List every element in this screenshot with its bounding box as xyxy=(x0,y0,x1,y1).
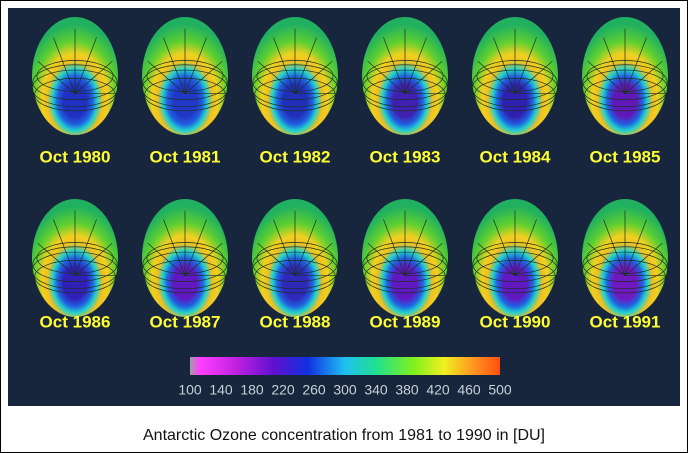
colorbar-tick-label: 500 xyxy=(488,382,512,398)
panel-label: Oct 1988 xyxy=(260,312,331,331)
caption: Antarctic Ozone concentration from 1981 … xyxy=(143,427,545,444)
globe xyxy=(582,199,668,317)
colorbar-tick-label: 460 xyxy=(457,382,481,398)
colorbar xyxy=(190,357,500,375)
panel-label: Oct 1981 xyxy=(150,147,221,166)
panel-label: Oct 1990 xyxy=(480,312,551,331)
colorbar-tick-label: 380 xyxy=(395,382,419,398)
colorbar-tick-label: 140 xyxy=(209,382,233,398)
panel-label: Oct 1985 xyxy=(590,147,661,166)
colorbar-tick-label: 220 xyxy=(271,382,295,398)
globe xyxy=(362,199,448,317)
globe xyxy=(472,17,558,135)
globe xyxy=(252,199,338,317)
panel-label: Oct 1984 xyxy=(480,147,551,166)
panel-label: Oct 1987 xyxy=(150,312,221,331)
colorbar-tick-label: 300 xyxy=(333,382,357,398)
globe xyxy=(582,17,668,135)
colorbar-tick-label: 180 xyxy=(240,382,264,398)
globe xyxy=(32,199,118,317)
globe xyxy=(362,17,448,135)
globe xyxy=(32,17,118,135)
colorbar-tick-label: 420 xyxy=(426,382,450,398)
panel-label: Oct 1982 xyxy=(260,147,331,166)
colorbar-tick-label: 260 xyxy=(302,382,326,398)
colorbar-tick-label: 340 xyxy=(364,382,388,398)
panel-label: Oct 1989 xyxy=(370,312,441,331)
panel-label: Oct 1991 xyxy=(590,312,661,331)
globe xyxy=(142,199,228,317)
colorbar-tick-label: 100 xyxy=(178,382,202,398)
globe xyxy=(472,199,558,317)
globe xyxy=(142,17,228,135)
globe xyxy=(252,17,338,135)
panel-label: Oct 1983 xyxy=(370,147,441,166)
panel-label: Oct 1986 xyxy=(40,312,111,331)
figure: Antarctic Ozone concentration from 1981 … xyxy=(0,0,688,453)
panel-label: Oct 1980 xyxy=(40,147,111,166)
